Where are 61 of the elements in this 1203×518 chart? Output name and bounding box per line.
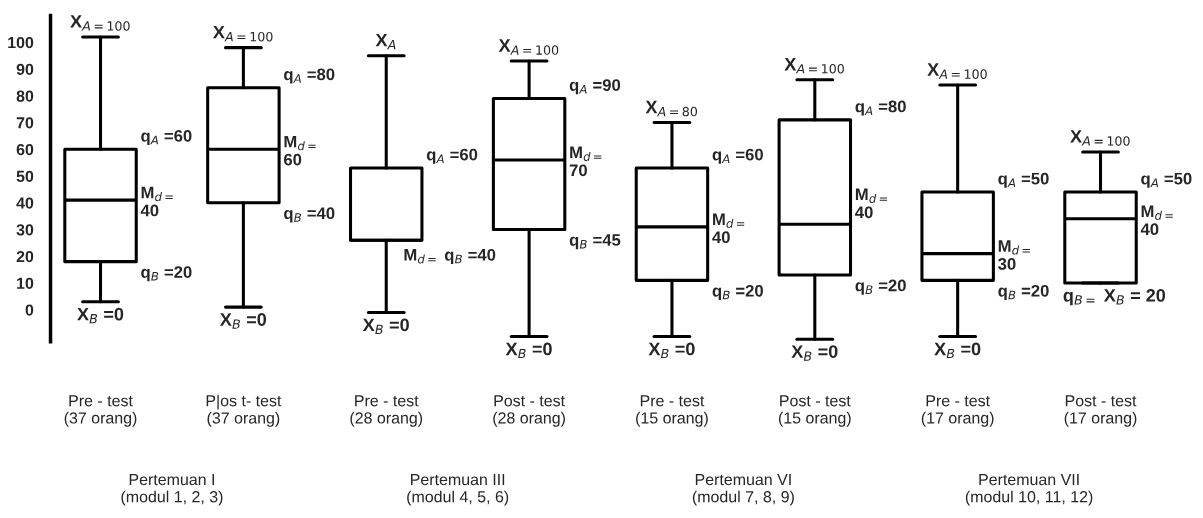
x-tick-label: P|os t- test (37 orang) bbox=[206, 394, 282, 427]
annotation: q$_{A}$ =90 bbox=[569, 79, 621, 95]
y-tick-label: 50 bbox=[16, 170, 34, 182]
annotation: X$_{A=100}$ bbox=[1070, 130, 1130, 146]
text: Pertemuan III (modul 4, 5, 6) bbox=[407, 474, 509, 506]
annotation: X$_{A=100}$ bbox=[498, 39, 559, 55]
y-tick-label: 70 bbox=[16, 117, 34, 129]
annotation: X$_{B}$ =0 bbox=[505, 342, 552, 359]
annotation: q$_{B}$ =40 bbox=[284, 207, 335, 223]
annotation: M$_{d=}$ 40 bbox=[712, 213, 745, 244]
annotation: X$_{B}$ =0 bbox=[219, 313, 267, 329]
annotation: X$_{B}$ =0 bbox=[362, 318, 409, 335]
annotation: q$_{B}$ =45 bbox=[569, 234, 621, 250]
annotation: q$_{B}$ =20 bbox=[141, 266, 192, 282]
x-tick-label: Pre - test (37 orang) bbox=[64, 395, 137, 427]
annotation: X$_{B}$ =0 bbox=[791, 345, 838, 361]
annotation: M$_{d=}$ 40 bbox=[1140, 205, 1173, 236]
annotation: M$_{d=}$ q$_{B}$ =40 bbox=[404, 248, 496, 265]
y-tick-label: 40 bbox=[16, 197, 34, 209]
annotation: X$_{B}$ =0 bbox=[648, 342, 695, 359]
x-tick-label: Post - test (17 orang) bbox=[1064, 395, 1137, 427]
y-tick-label: 80 bbox=[16, 90, 34, 102]
y-tick-label: 20 bbox=[16, 250, 34, 263]
annotation: q$_{A}$ =50 bbox=[1141, 172, 1192, 188]
annotation: q$_{A}$ =60 bbox=[426, 148, 478, 164]
y-tick-label: 90 bbox=[16, 63, 34, 75]
annotation: q$_{B=}$ X$_{B}$ = 20 bbox=[1063, 288, 1166, 306]
text: Pertemuan VI (modul 7, 8, 9) bbox=[692, 474, 794, 506]
annotation: M$_{d=}$ 60 bbox=[283, 135, 316, 166]
x-tick-label: Pre - test (17 orang) bbox=[921, 395, 994, 427]
text: Pertemuan VII (modul 10, 11, 12) bbox=[965, 474, 1093, 506]
y-tick-label: 0 bbox=[25, 304, 34, 316]
annotation: q$_{A}$ =60 bbox=[712, 148, 763, 164]
x-tick-label: Post - test (28 orang) bbox=[493, 395, 565, 427]
annotation: X$_{A=100}$ bbox=[927, 63, 987, 79]
annotation: q$_{A}$ =60 bbox=[141, 129, 192, 146]
annotation: q$_{A}$ =50 bbox=[998, 172, 1049, 188]
annotation: q$_{A}$ =80 bbox=[284, 68, 335, 84]
x-tick-label: Pre - test (15 orang) bbox=[636, 395, 708, 427]
text: Pertemuan I (modul 1, 2, 3) bbox=[121, 474, 223, 506]
x-tick-label: Post - test (15 orang) bbox=[778, 395, 851, 427]
annotation: X$_{B}$ =0 bbox=[934, 342, 981, 359]
annotation: X$_{A=80}$ bbox=[645, 100, 698, 117]
annotation: q$_{B}$ =20 bbox=[998, 284, 1049, 300]
annotation: X$_{B}$ =0 bbox=[77, 307, 124, 324]
y-tick-label: 100 bbox=[8, 36, 34, 49]
annotation: M$_{d=}$ 30 bbox=[998, 240, 1030, 270]
annotation: M$_{d=}$ 40 bbox=[855, 188, 888, 219]
x-tick-label: Pre - test (28 orang) bbox=[350, 395, 423, 427]
y-tick-label: 60 bbox=[16, 143, 34, 156]
y-tick-label: 30 bbox=[16, 224, 34, 236]
annotation: q$_{B}$ =20 bbox=[712, 284, 763, 300]
annotation: q$_{B}$ =20 bbox=[855, 279, 906, 295]
annotation: X$_{A=100}$ bbox=[784, 57, 844, 74]
annotation: X$_{A}$ bbox=[375, 33, 396, 50]
annotation: M$_{d=}$ 70 bbox=[569, 146, 602, 177]
annotation: X$_{A=100}$ bbox=[213, 25, 273, 42]
annotation: q$_{A}$ =80 bbox=[855, 100, 906, 116]
annotation: X$_{A=100}$ bbox=[70, 15, 130, 31]
y-tick-label: 10 bbox=[17, 277, 34, 289]
annotation: M$_{d=}$ 40 bbox=[140, 186, 173, 217]
